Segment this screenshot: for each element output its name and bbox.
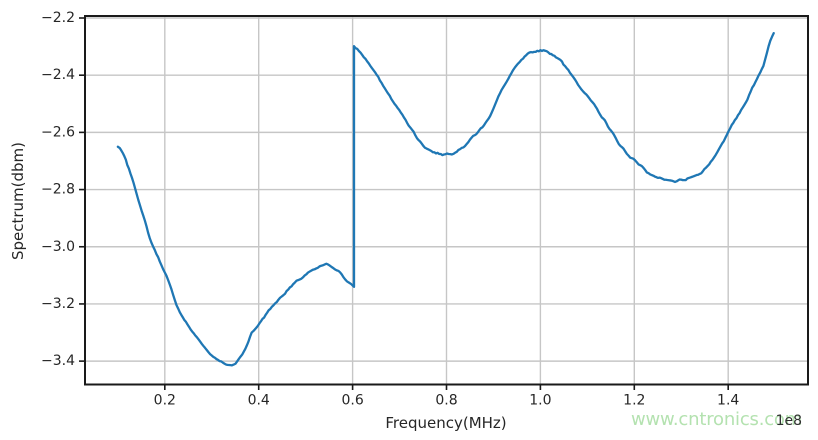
x-axis-offset-text: 1e8	[775, 413, 802, 429]
x-tick-label: 0.6	[341, 393, 363, 409]
y-tick-label: −3.4	[41, 353, 75, 369]
y-tick-label: −2.2	[41, 10, 75, 26]
spectrum-line	[116, 32, 775, 367]
x-axis-label: Frequency(MHz)	[385, 414, 507, 432]
y-tick-label: −2.8	[41, 182, 75, 198]
y-axis-label: Spectrum(dbm)	[9, 141, 27, 261]
x-tick-label: 1.4	[717, 393, 739, 409]
x-tick-label: 1.0	[529, 393, 551, 409]
x-tick-label: 0.8	[435, 393, 457, 409]
plot-border	[84, 15, 809, 386]
watermark: www.cntronics.com	[631, 409, 803, 430]
y-tick-label: −3.0	[41, 239, 75, 255]
y-tick-label: −3.2	[41, 296, 75, 312]
x-tick-label: 0.4	[248, 393, 270, 409]
x-tick-label: 1.2	[623, 393, 645, 409]
y-tick-label: −2.6	[41, 124, 75, 140]
x-tick-label: 0.2	[154, 393, 176, 409]
y-tick-label: −2.4	[41, 67, 75, 83]
